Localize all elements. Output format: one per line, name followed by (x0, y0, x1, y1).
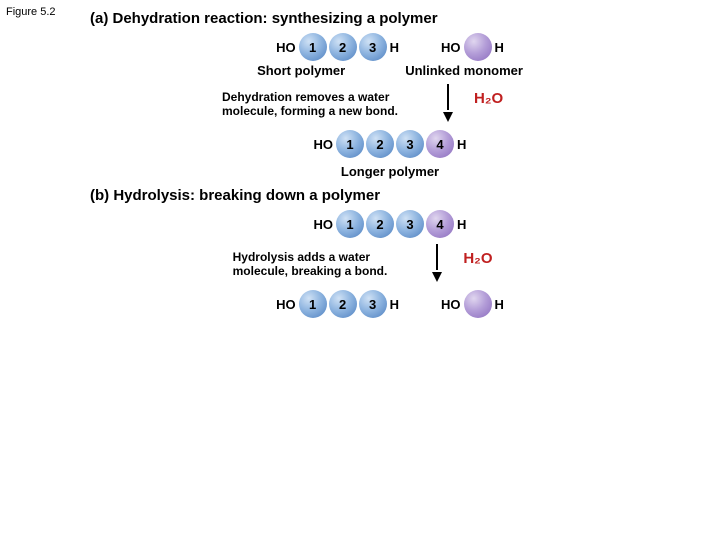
monomer-2: 2 (329, 33, 357, 61)
diagram-wrap: (a) Dehydration reaction: synthesizing a… (90, 10, 690, 318)
unlinked-monomer-label: Unlinked monomer (405, 63, 523, 78)
monomer-2: 2 (366, 130, 394, 158)
unlinked-monomer: HO H (440, 33, 505, 61)
monomer-2: 2 (366, 210, 394, 238)
part-a-labels-row: Short polymer Unlinked monomer (90, 63, 690, 78)
monomer-4: 4 (426, 130, 454, 158)
end-label: H (494, 297, 505, 312)
end-label: H (456, 217, 467, 232)
end-label: H (389, 40, 400, 55)
end-label: HO (275, 297, 297, 312)
part-b-top-row: HO 1 2 3 4 H (90, 210, 690, 238)
end-label: HO (275, 40, 297, 55)
part-a-middle: Dehydration removes a water molecule, fo… (90, 84, 690, 124)
h2o-label-a: H₂O (474, 90, 503, 107)
h2o-label-b: H₂O (463, 250, 492, 267)
part-a-top-row: HO 1 2 3 H HO H (90, 33, 690, 61)
end-label: HO (440, 297, 462, 312)
monomer-4: 4 (426, 210, 454, 238)
part-b-bottom-row: HO 1 2 3 H HO H (90, 290, 690, 318)
part-b-desc-2: molecule, breaking a bond. (233, 264, 388, 278)
end-label: H (389, 297, 400, 312)
part-a-desc-1: Dehydration removes a water (222, 90, 398, 104)
end-label: HO (313, 217, 335, 232)
monomer-1: 1 (336, 130, 364, 158)
monomer-2: 2 (329, 290, 357, 318)
monomer-3: 3 (396, 130, 424, 158)
part-a-desc-2: molecule, forming a new bond. (222, 104, 398, 118)
part-b-middle: Hydrolysis adds a water molecule, breaki… (90, 244, 690, 284)
monomer-1: 1 (336, 210, 364, 238)
part-a-title: (a) Dehydration reaction: synthesizing a… (90, 10, 690, 27)
monomer-3: 3 (396, 210, 424, 238)
monomer-1: 1 (299, 33, 327, 61)
part-a-bottom-row: HO 1 2 3 4 H (90, 130, 690, 158)
monomer-1: 1 (299, 290, 327, 318)
figure-label: Figure 5.2 (6, 6, 56, 18)
short-polymer-chain: HO 1 2 3 H (275, 33, 400, 61)
monomer-freed (464, 290, 492, 318)
short-polymer-label: Short polymer (257, 63, 345, 78)
arrow-down-b: H₂O (417, 244, 457, 284)
end-label: HO (313, 137, 335, 152)
freed-monomer: HO H (440, 290, 505, 318)
monomer-3: 3 (359, 290, 387, 318)
part-b-title: (b) Hydrolysis: breaking down a polymer (90, 187, 690, 204)
end-label: HO (440, 40, 462, 55)
monomer-unlinked (464, 33, 492, 61)
longer-polymer-label: Longer polymer (90, 164, 690, 179)
arrow-down-a: H₂O (428, 84, 468, 124)
end-label: H (456, 137, 467, 152)
broken-polymer-chain: HO 1 2 3 H (275, 290, 400, 318)
part-b-desc-1: Hydrolysis adds a water (233, 250, 388, 264)
monomer-3: 3 (359, 33, 387, 61)
end-label: H (494, 40, 505, 55)
